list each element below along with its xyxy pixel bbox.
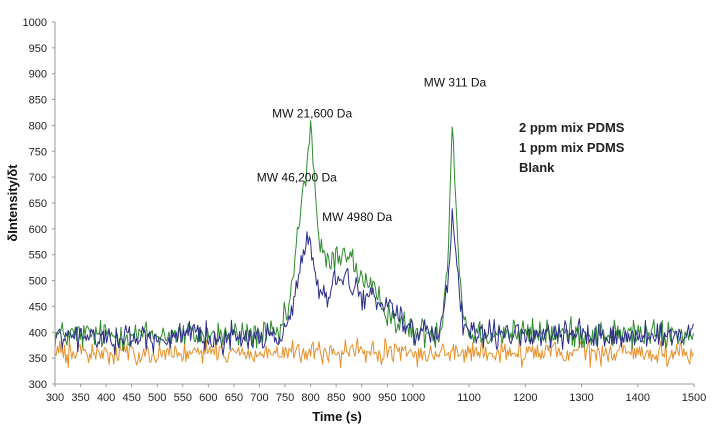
- series-line: [54, 208, 694, 356]
- legend-entry: Blank: [519, 160, 555, 175]
- peak-annotation: MW 4980 Da: [322, 210, 392, 224]
- x-tick-label: 1400: [626, 392, 650, 404]
- x-tick-label: 500: [148, 392, 166, 404]
- x-tick-label: 600: [199, 392, 217, 404]
- x-tick-label: 1500: [682, 392, 706, 404]
- y-tick-label: 650: [29, 198, 47, 210]
- y-tick-label: 700: [29, 172, 47, 184]
- y-tick-label: 500: [29, 276, 47, 288]
- x-tick-label: 400: [97, 392, 115, 404]
- x-tick-labels: 300 350 400 450 500 550 600 650 700 750 800 850 900 9…: [46, 384, 706, 404]
- x-tick-label: 1200: [513, 392, 537, 404]
- y-tick-label: 600: [29, 224, 47, 236]
- y-axis-title: δIntensity/δt: [5, 164, 20, 242]
- x-tick-label: 1100: [457, 392, 481, 404]
- y-tick-label: 550: [29, 250, 47, 262]
- x-axis-title: Time (s): [312, 409, 362, 424]
- y-tick-label: 1000: [23, 17, 47, 29]
- peak-annotation: MW 46,200 Da: [257, 170, 337, 184]
- y-tick-labels: 300 350 400 450 500 550 600 650 700 750 800 850 900 9…: [23, 17, 55, 391]
- legend: 2 ppm mix PDMS 1 ppm mix PDMS Blank: [519, 120, 625, 175]
- series-layer: [54, 120, 694, 369]
- series-line: [54, 120, 694, 352]
- x-tick-label: 750: [276, 392, 294, 404]
- x-tick-label: 1000: [401, 392, 425, 404]
- x-tick-label: 350: [71, 392, 89, 404]
- peak-annotation: MW 311 Da: [424, 76, 487, 90]
- y-tick-label: 800: [29, 120, 47, 132]
- x-tick-label: 950: [378, 392, 396, 404]
- legend-entry: 2 ppm mix PDMS: [519, 120, 625, 135]
- y-tick-label: 850: [29, 95, 47, 107]
- x-tick-label: 800: [301, 392, 319, 404]
- y-tick-label: 900: [29, 69, 47, 81]
- series-line: [54, 337, 694, 369]
- x-tick-label: 650: [225, 392, 243, 404]
- x-tick-label: 300: [46, 392, 64, 404]
- y-tick-label: 400: [29, 327, 47, 339]
- x-tick-label: 850: [327, 392, 345, 404]
- y-tick-label: 450: [29, 301, 47, 313]
- peak-annotation: MW 21,600 Da: [272, 107, 352, 121]
- legend-entry: 1 ppm mix PDMS: [519, 140, 625, 155]
- annotations: MW 21,600 Da MW 46,200 Da MW 4980 Da MW 311…: [257, 76, 487, 224]
- x-tick-label: 550: [174, 392, 192, 404]
- y-tick-label: 300: [29, 379, 47, 391]
- x-tick-label: 450: [123, 392, 141, 404]
- x-tick-label: 700: [250, 392, 268, 404]
- y-tick-label: 350: [29, 353, 47, 365]
- x-tick-label: 900: [353, 392, 371, 404]
- y-tick-label: 950: [29, 43, 47, 55]
- y-tick-label: 750: [29, 146, 47, 158]
- x-tick-label: 1300: [569, 392, 593, 404]
